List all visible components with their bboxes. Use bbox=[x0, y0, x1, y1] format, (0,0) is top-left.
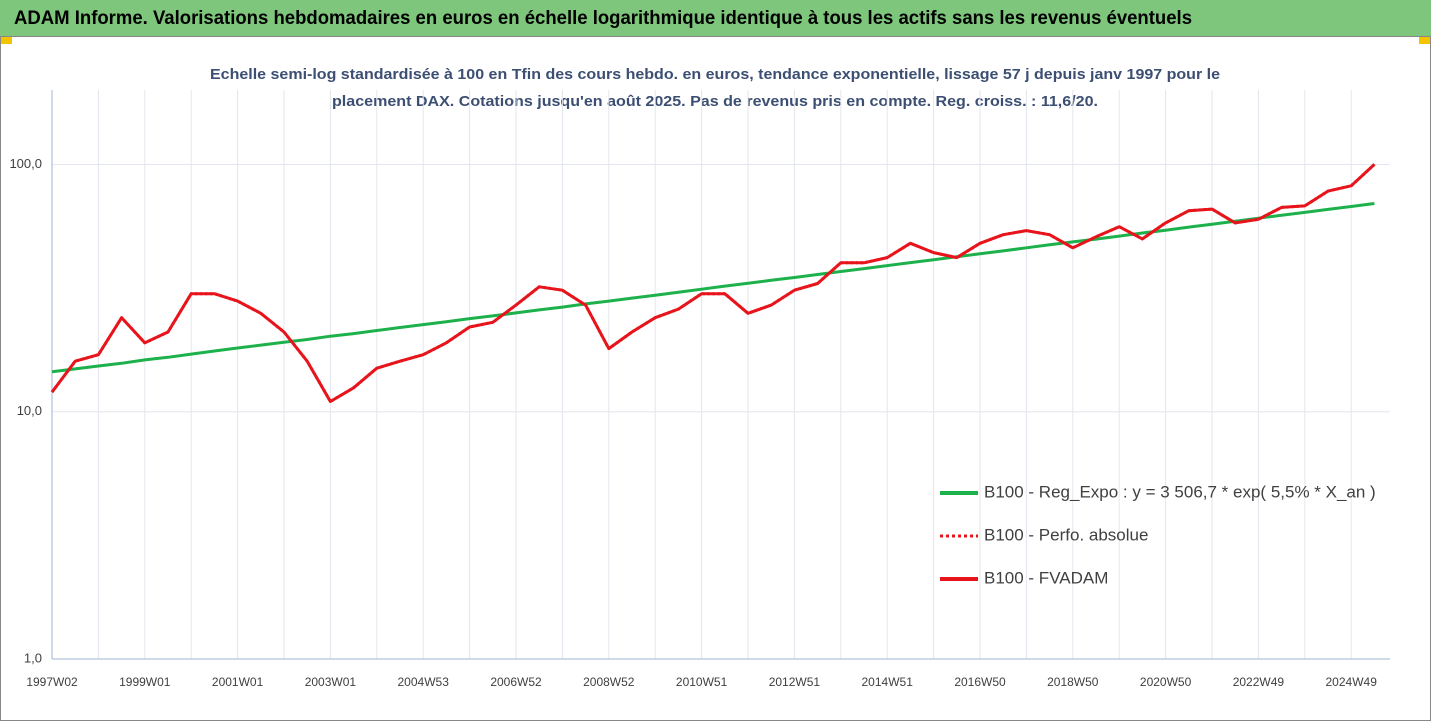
x-tick-label: 2006W52 bbox=[490, 675, 542, 689]
x-tick-label: 2022W49 bbox=[1233, 675, 1285, 689]
y-tick-label: 10,0 bbox=[17, 403, 42, 418]
x-tick-label: 2014W51 bbox=[862, 675, 914, 689]
legend-label: B100 - Perfo. absolue bbox=[984, 525, 1148, 544]
x-tick-label: 2016W50 bbox=[954, 675, 1006, 689]
x-tick-label: 2020W50 bbox=[1140, 675, 1192, 689]
corner-mark bbox=[0, 36, 12, 44]
legend-label: B100 - FVADAM bbox=[984, 568, 1108, 587]
x-tick-label: 1999W01 bbox=[119, 675, 171, 689]
page-title: ADAM Informe. Valorisations hebdomadaire… bbox=[14, 8, 1192, 29]
y-tick-label: 1,0 bbox=[24, 650, 42, 665]
y-tick-label: 100,0 bbox=[9, 156, 42, 171]
x-tick-label: 2001W01 bbox=[212, 675, 264, 689]
x-tick-label: 1997W02 bbox=[26, 675, 78, 689]
chart-title: Echelle semi-log standardisée à 100 en T… bbox=[210, 66, 1220, 83]
chart-title: placement DAX. Cotations jusqu'en août 2… bbox=[332, 93, 1098, 110]
series-line bbox=[50, 163, 1376, 403]
x-tick-label: 2012W51 bbox=[769, 675, 821, 689]
corner-mark bbox=[1419, 36, 1431, 44]
legend-label: B100 - Reg_Expo : y = 3 506,7 * exp( 5,5… bbox=[984, 482, 1376, 501]
x-tick-label: 2024W49 bbox=[1326, 675, 1378, 689]
x-tick-label: 2018W50 bbox=[1047, 675, 1099, 689]
x-tick-label: 2008W52 bbox=[583, 675, 635, 689]
x-tick-label: 2010W51 bbox=[676, 675, 728, 689]
x-tick-label: 2004W53 bbox=[398, 675, 450, 689]
x-tick-label: 2003W01 bbox=[305, 675, 357, 689]
header-bar bbox=[0, 0, 1431, 36]
